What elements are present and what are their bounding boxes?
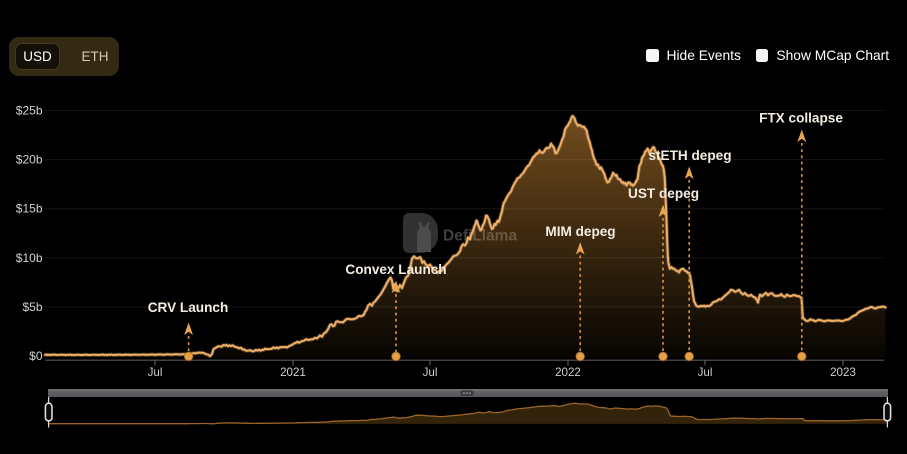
svg-text:Jul: Jul xyxy=(698,366,713,379)
svg-text:$5b: $5b xyxy=(22,300,42,314)
svg-text:MIM depeg: MIM depeg xyxy=(545,224,615,239)
svg-text:stETH depeg: stETH depeg xyxy=(648,148,731,163)
svg-text:2021: 2021 xyxy=(280,366,306,379)
svg-text:UST depeg: UST depeg xyxy=(628,186,699,201)
svg-text:FTX collapse: FTX collapse xyxy=(759,111,843,126)
svg-text:Convex Launch: Convex Launch xyxy=(345,262,446,277)
svg-text:Jul: Jul xyxy=(148,366,163,379)
svg-text:CRV Launch: CRV Launch xyxy=(148,300,229,315)
svg-text:Jul: Jul xyxy=(423,366,438,379)
svg-text:$20b: $20b xyxy=(16,153,43,167)
svg-text:$15b: $15b xyxy=(16,202,43,216)
svg-text:$25b: $25b xyxy=(16,104,43,118)
svg-text:2022: 2022 xyxy=(555,366,581,379)
svg-text:2023: 2023 xyxy=(830,366,856,379)
svg-text:$0: $0 xyxy=(29,349,43,363)
svg-text:$10b: $10b xyxy=(16,251,43,265)
